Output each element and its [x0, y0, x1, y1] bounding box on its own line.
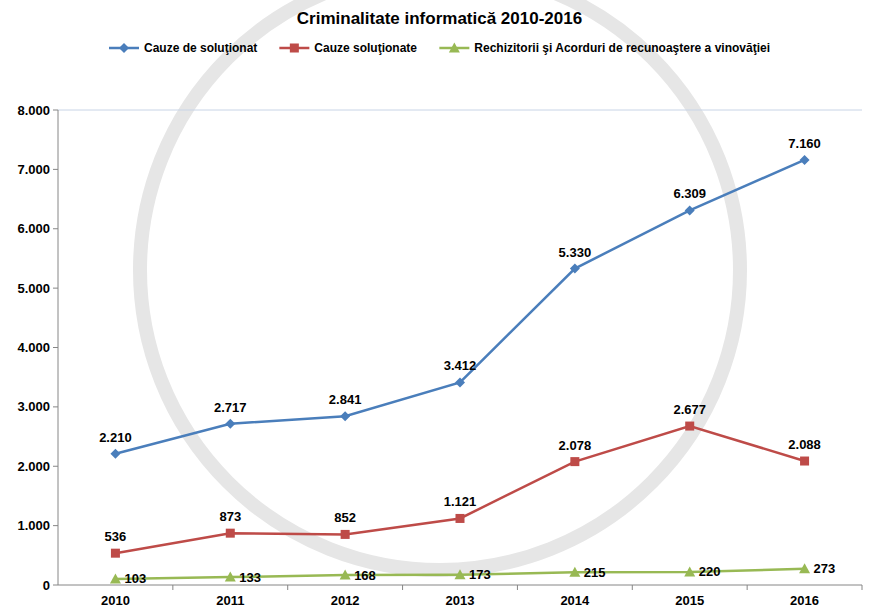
data-label: 2.088: [788, 437, 821, 452]
data-labels: 2.210 2.717 2.841 3.412 5.330 6.309 7.160 536 87…: [99, 136, 835, 587]
y-tick-label: 7.000: [17, 162, 50, 177]
legend-marker: [290, 44, 299, 53]
legend-item: Rechizitorii şi Acorduri de recunoaştere…: [439, 41, 770, 55]
data-label: 2.677: [673, 402, 706, 417]
data-label: 2.717: [214, 400, 247, 415]
point: [685, 205, 695, 215]
data-label: 215: [584, 565, 606, 580]
x-tick: [287, 585, 288, 590]
point: [110, 449, 120, 459]
legend-label: Rechizitorii şi Acorduri de recunoaştere…: [474, 41, 770, 55]
y-axis: [58, 110, 59, 585]
point: [225, 419, 235, 429]
x-tick-label: 2013: [446, 593, 475, 608]
data-label: 7.160: [788, 136, 821, 151]
y-tick-label: 0: [43, 578, 50, 593]
x-tick: [172, 585, 173, 590]
y-tick-label: 1.000: [17, 518, 50, 533]
point: [341, 530, 350, 539]
y-tick-label: 4.000: [17, 340, 50, 355]
x-tick: [747, 585, 748, 590]
legend-marker: [119, 43, 129, 53]
legend-item: Cauze de soluţionat: [109, 41, 257, 55]
y-tick: [53, 288, 58, 289]
data-label: 2.841: [329, 392, 362, 407]
data-label: 2.210: [99, 430, 132, 445]
legend-label: Cauze soluţionate: [314, 41, 417, 55]
data-label: 220: [699, 564, 721, 579]
point: [569, 567, 580, 577]
x-tick-label: 2012: [331, 593, 360, 608]
series-line: [115, 426, 804, 553]
data-label: 133: [239, 570, 261, 585]
x-tick: [632, 585, 633, 590]
point: [340, 411, 350, 421]
y-tick: [53, 406, 58, 407]
data-label: 2.078: [559, 438, 592, 453]
y-tick-label: 6.000: [17, 221, 50, 236]
y-tick-label: 5.000: [17, 281, 50, 296]
point: [685, 422, 694, 431]
x-tick: [402, 585, 403, 590]
x-tick: [517, 585, 518, 590]
point: [226, 529, 235, 538]
x-tick-label: 2014: [560, 593, 590, 608]
marks: [110, 155, 810, 584]
x-tick-label: 2016: [790, 593, 819, 608]
data-label: 852: [334, 510, 356, 525]
point: [455, 377, 465, 387]
point: [225, 572, 236, 582]
point: [684, 566, 695, 576]
y-tick: [53, 169, 58, 170]
x-tick: [862, 585, 863, 590]
data-label: 173: [469, 567, 491, 582]
legend: Cauze de soluţionat Cauze soluţionate Rech…: [109, 41, 770, 55]
point: [110, 573, 121, 583]
point: [570, 457, 579, 466]
y-tick: [53, 347, 58, 348]
title: Criminalitate informatică 2010-2016: [297, 9, 582, 28]
series-line: [115, 160, 804, 454]
point: [456, 514, 465, 523]
data-label: 273: [814, 561, 836, 576]
legend-marker: [449, 43, 460, 53]
axes: 0 1.000 2.000 3.000 4.000 5.000 6.000 7.000 8.00…: [17, 103, 862, 609]
x-tick-label: 2015: [675, 593, 704, 608]
data-label: 168: [354, 568, 376, 583]
y-tick: [53, 585, 58, 586]
plot-top-line: [58, 110, 862, 111]
y-tick-label: 3.000: [17, 399, 50, 414]
x-axis: [58, 585, 862, 586]
chart: Criminalitate informatică 2010-2016 Cauze…: [0, 0, 879, 614]
data-label: 5.330: [559, 245, 592, 260]
point: [799, 563, 810, 573]
point: [800, 457, 809, 466]
point: [800, 155, 810, 165]
legend-label: Cauze de soluţionat: [144, 41, 257, 55]
point: [570, 264, 580, 274]
y-tick-label: 2.000: [17, 459, 50, 474]
data-label: 873: [219, 509, 241, 524]
y-tick: [53, 525, 58, 526]
y-tick: [53, 228, 58, 229]
y-tick: [53, 110, 58, 111]
point: [111, 549, 120, 558]
data-label: 1.121: [444, 494, 477, 509]
point: [340, 570, 351, 580]
data-label: 3.412: [444, 358, 477, 373]
watermark: [140, 0, 740, 570]
x-tick-label: 2011: [216, 593, 244, 608]
y-tick: [53, 466, 58, 467]
point: [455, 569, 466, 579]
legend-item: Cauze soluţionate: [279, 41, 417, 55]
y-tick-label: 8.000: [17, 103, 50, 118]
data-label: 6.309: [673, 186, 706, 201]
data-label: 536: [105, 529, 127, 544]
data-label: 103: [124, 571, 146, 586]
x-tick-label: 2010: [101, 593, 130, 608]
